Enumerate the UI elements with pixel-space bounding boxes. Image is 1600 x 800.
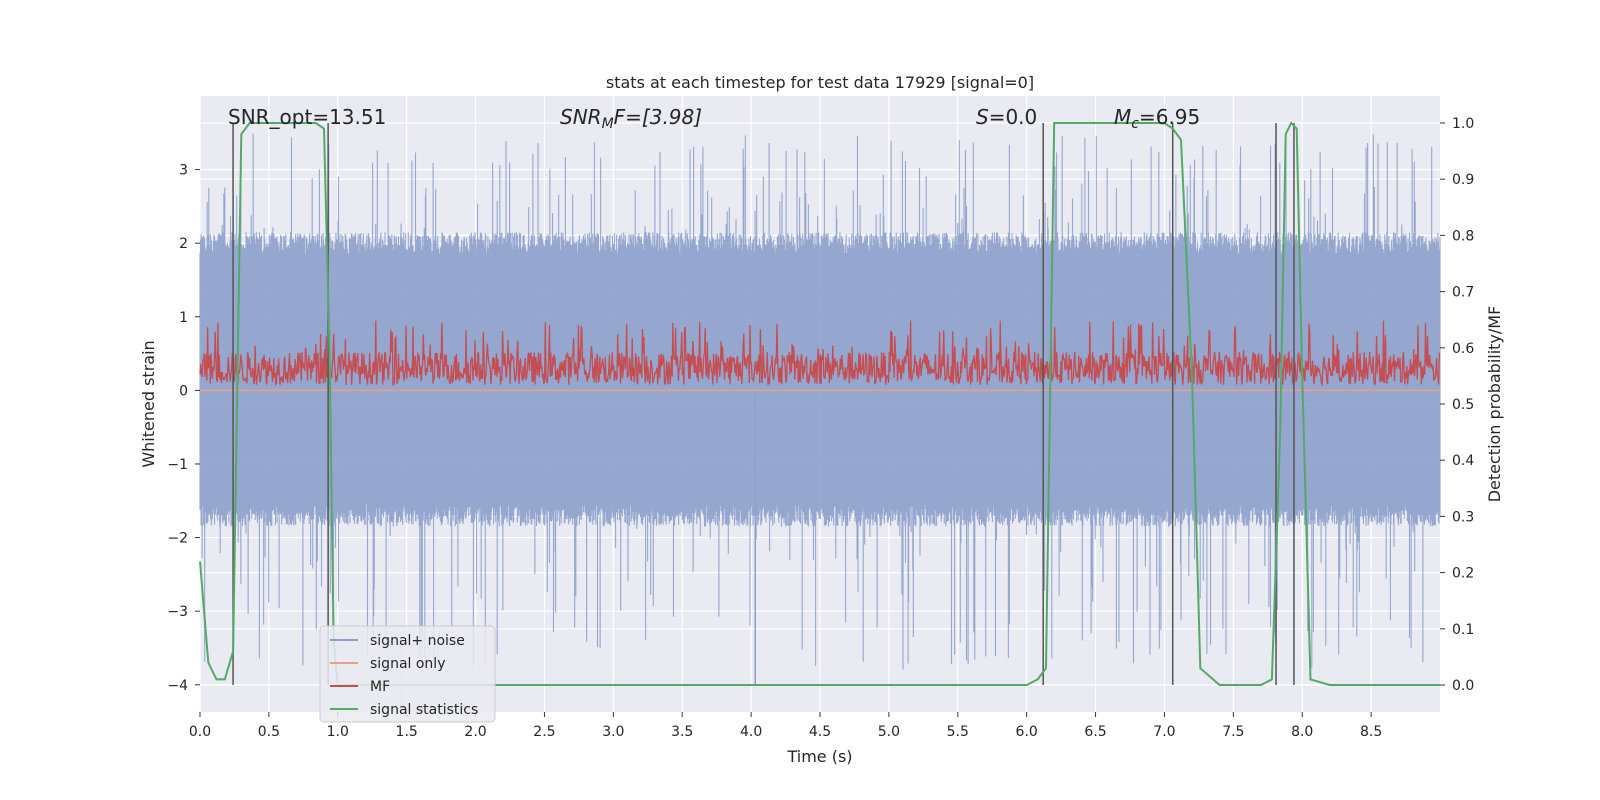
annotation-mc-sub: c [1131,116,1139,132]
chart-title: stats at each timestep for test data 179… [606,73,1034,92]
y-right-tick-label: 0.7 [1452,285,1474,301]
x-tick-label: 8.5 [1360,724,1382,740]
x-tick-label: 3.5 [671,724,693,740]
legend-label-signal-statistics: signal statistics [370,702,478,718]
x-tick-label: 4.0 [740,724,762,740]
x-tick-label: 3.0 [602,724,624,740]
annotation-snr-mf-sub: M [602,116,614,132]
y-axis-label-right: Detection probability/MF [1485,306,1504,503]
y-right-tick-label: 0.0 [1452,678,1474,694]
x-tick-label: 7.0 [1153,724,1175,740]
annotation-snr-mf: SNRMF=[3.98] [560,105,702,132]
axis-ticks: 0.0 0.5 1.0 1.5 2.0 2.5 3.0 3.5 4.0 4.5 5.0 5.5 6.0 6… [167,116,1474,740]
y-right-tick-label: 0.1 [1452,622,1474,638]
legend: signal+ noise signal only MF signal stat… [319,625,496,723]
x-tick-label: 2.5 [533,724,555,740]
annotation-snr-opt: SNR_opt=13.51 [228,105,386,129]
y-tick-label: 3 [179,163,188,179]
annotation-snr-mf-main: SNR [560,105,602,129]
y-right-tick-label: 0.6 [1452,341,1474,357]
y-right-tick-label: 0.2 [1452,566,1474,582]
annotation-snr-mf-tail: F=[3.98] [614,105,702,129]
y-right-tick-label: 0.8 [1452,228,1474,244]
x-tick-label: 6.0 [1016,724,1038,740]
detection-markers [232,122,1295,686]
y-right-tick-label: 0.4 [1452,453,1474,469]
y-tick-label: −1 [167,457,188,473]
series-signal-statistics [199,121,1440,686]
y-tick-label: 0 [179,383,188,399]
x-tick-label: 8.0 [1291,724,1313,740]
mf-trace [199,320,1441,387]
legend-label-noise: signal+ noise [370,633,465,649]
annotation-s-main: S [976,105,989,129]
x-tick-label: 4.5 [809,724,831,740]
x-tick-label: 7.5 [1222,724,1244,740]
x-tick-label: 2.0 [464,724,486,740]
y-tick-label: 1 [179,310,188,326]
y-tick-label: −4 [167,678,188,694]
x-tick-label: 5.0 [878,724,900,740]
legend-label-mf: MF [370,679,390,695]
annotation-mc-tail: =6.95 [1139,105,1200,129]
annotation-s-tail: =0.0 [989,105,1038,129]
y-right-tick-label: 1.0 [1452,116,1474,132]
y-right-tick-label: 0.5 [1452,397,1474,413]
y-right-tick-label: 0.9 [1452,172,1474,188]
x-tick-label: 0.0 [189,724,211,740]
signal-statistics-trace [199,121,1440,686]
annotation-mc-main: M [1114,105,1131,129]
y-tick-label: −3 [167,604,188,620]
annotation-mc: Mc=6.95 [1114,105,1200,132]
x-tick-label: 1.5 [396,724,418,740]
y-right-tick-label: 0.3 [1452,509,1474,525]
legend-label-signal-only: signal only [370,656,445,672]
annotation-s: S=0.0 [976,105,1037,129]
x-tick-label: 0.5 [258,724,280,740]
y-tick-label: −2 [167,531,188,547]
x-tick-label: 1.0 [327,724,349,740]
series-mf [199,320,1441,387]
x-axis-label: Time (s) [786,747,852,766]
x-tick-label: 6.5 [1084,724,1106,740]
legend-box [319,625,496,723]
y-tick-label: 2 [179,236,188,252]
x-tick-label: 5.5 [947,724,969,740]
y-axis-label: Whitened strain [139,340,158,467]
